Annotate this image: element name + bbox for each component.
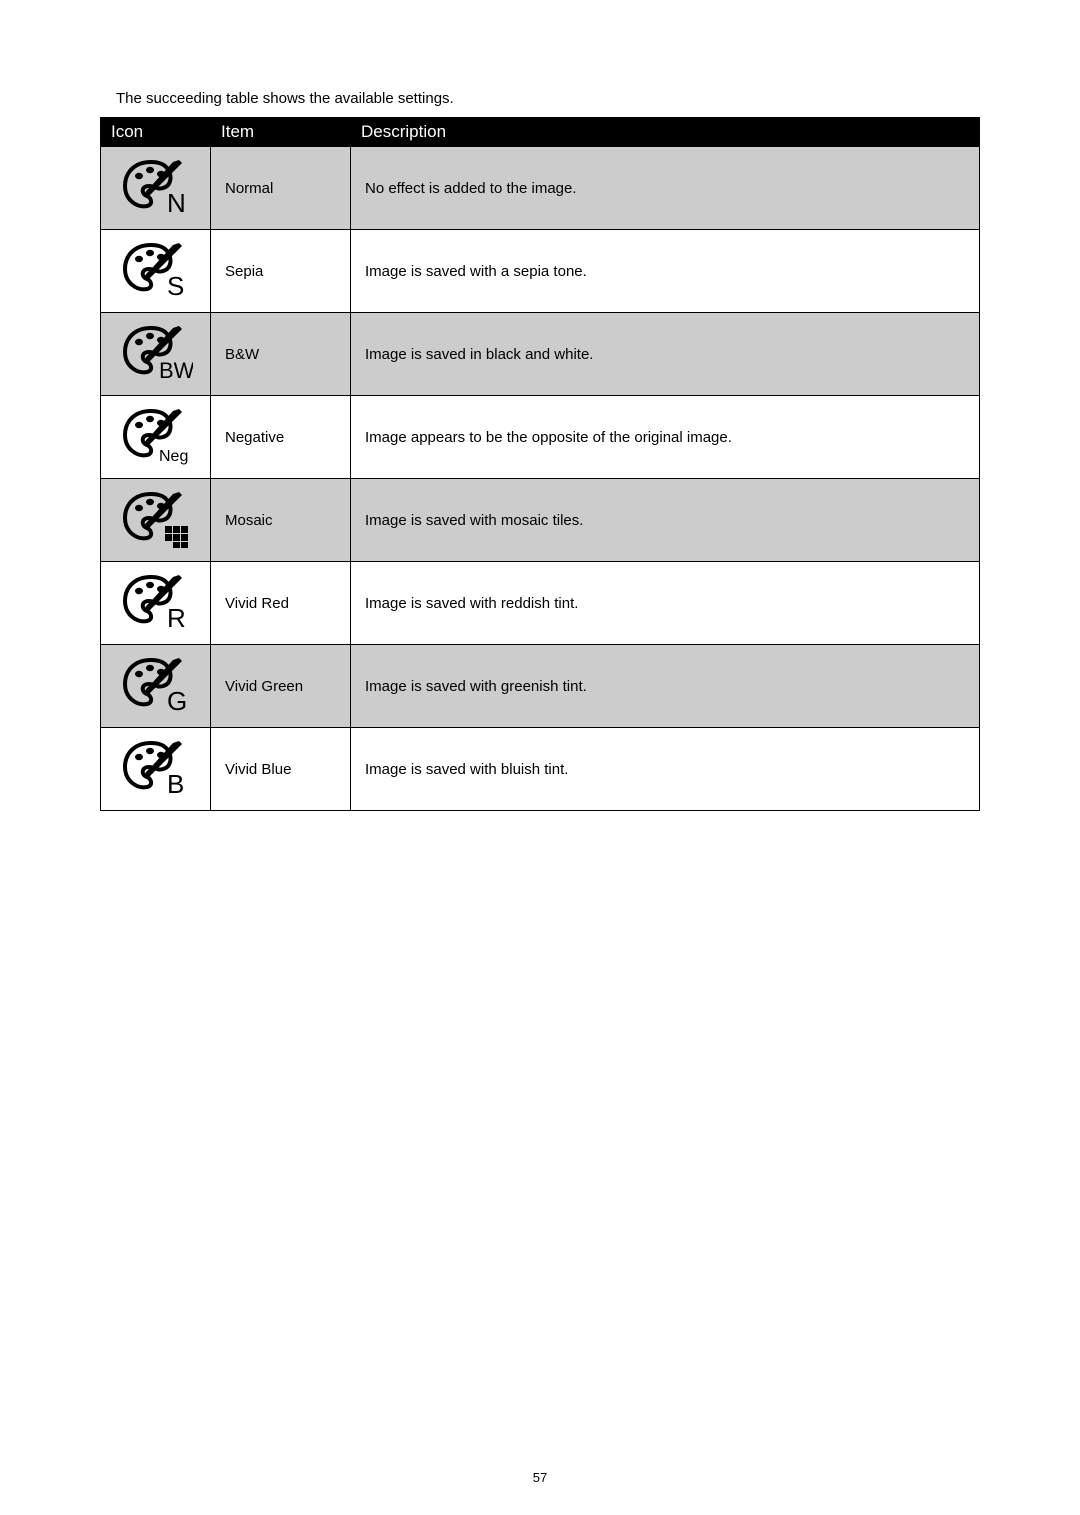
icon-cell: S xyxy=(101,230,211,313)
effect-icon: BW xyxy=(119,322,193,382)
svg-text:B: B xyxy=(167,769,184,797)
item-cell: Negative xyxy=(211,396,351,479)
svg-text:G: G xyxy=(167,686,187,714)
table-row: Neg NegativeImage appears to be the oppo… xyxy=(101,396,980,479)
svg-text:BW: BW xyxy=(159,358,193,382)
effect-icon: B xyxy=(119,737,193,797)
table-row: N NormalNo effect is added to the image. xyxy=(101,147,980,230)
description-cell: Image is saved with bluish tint. xyxy=(351,728,980,811)
description-cell: No effect is added to the image. xyxy=(351,147,980,230)
description-cell: Image is saved in black and white. xyxy=(351,313,980,396)
item-cell: Vivid Blue xyxy=(211,728,351,811)
icon-cell: BW xyxy=(101,313,211,396)
item-cell: B&W xyxy=(211,313,351,396)
settings-table: Icon Item Description N NormalNo effect … xyxy=(100,117,980,811)
table-header-row: Icon Item Description xyxy=(101,118,980,147)
icon-cell: B xyxy=(101,728,211,811)
svg-text:Neg: Neg xyxy=(159,448,188,465)
effect-icon: G xyxy=(119,654,193,714)
table-row: B Vivid BlueImage is saved with bluish t… xyxy=(101,728,980,811)
effect-icon xyxy=(119,488,193,548)
table-row: BW B&WImage is saved in black and white. xyxy=(101,313,980,396)
intro-text: The succeeding table shows the available… xyxy=(116,90,980,107)
effect-icon: N xyxy=(119,156,193,216)
document-page: The succeeding table shows the available… xyxy=(0,0,1080,1515)
col-header-icon: Icon xyxy=(101,118,211,147)
svg-text:N: N xyxy=(167,188,186,216)
description-cell: Image appears to be the opposite of the … xyxy=(351,396,980,479)
icon-cell: G xyxy=(101,645,211,728)
description-cell: Image is saved with greenish tint. xyxy=(351,645,980,728)
item-cell: Mosaic xyxy=(211,479,351,562)
item-cell: Sepia xyxy=(211,230,351,313)
icon-cell: Neg xyxy=(101,396,211,479)
description-cell: Image is saved with a sepia tone. xyxy=(351,230,980,313)
item-cell: Normal xyxy=(211,147,351,230)
table-row: S SepiaImage is saved with a sepia tone. xyxy=(101,230,980,313)
icon-cell: N xyxy=(101,147,211,230)
page-number: 57 xyxy=(0,1470,1080,1485)
item-cell: Vivid Red xyxy=(211,562,351,645)
col-header-item: Item xyxy=(211,118,351,147)
table-row: R Vivid RedImage is saved with reddish t… xyxy=(101,562,980,645)
item-cell: Vivid Green xyxy=(211,645,351,728)
effect-icon: R xyxy=(119,571,193,631)
col-header-description: Description xyxy=(351,118,980,147)
effect-icon: S xyxy=(119,239,193,299)
table-row: G Vivid GreenImage is saved with greenis… xyxy=(101,645,980,728)
icon-cell xyxy=(101,479,211,562)
table-row: MosaicImage is saved with mosaic tiles. xyxy=(101,479,980,562)
svg-text:S: S xyxy=(167,271,184,299)
svg-text:R: R xyxy=(167,603,186,631)
description-cell: Image is saved with mosaic tiles. xyxy=(351,479,980,562)
icon-cell: R xyxy=(101,562,211,645)
description-cell: Image is saved with reddish tint. xyxy=(351,562,980,645)
effect-icon: Neg xyxy=(119,405,193,465)
